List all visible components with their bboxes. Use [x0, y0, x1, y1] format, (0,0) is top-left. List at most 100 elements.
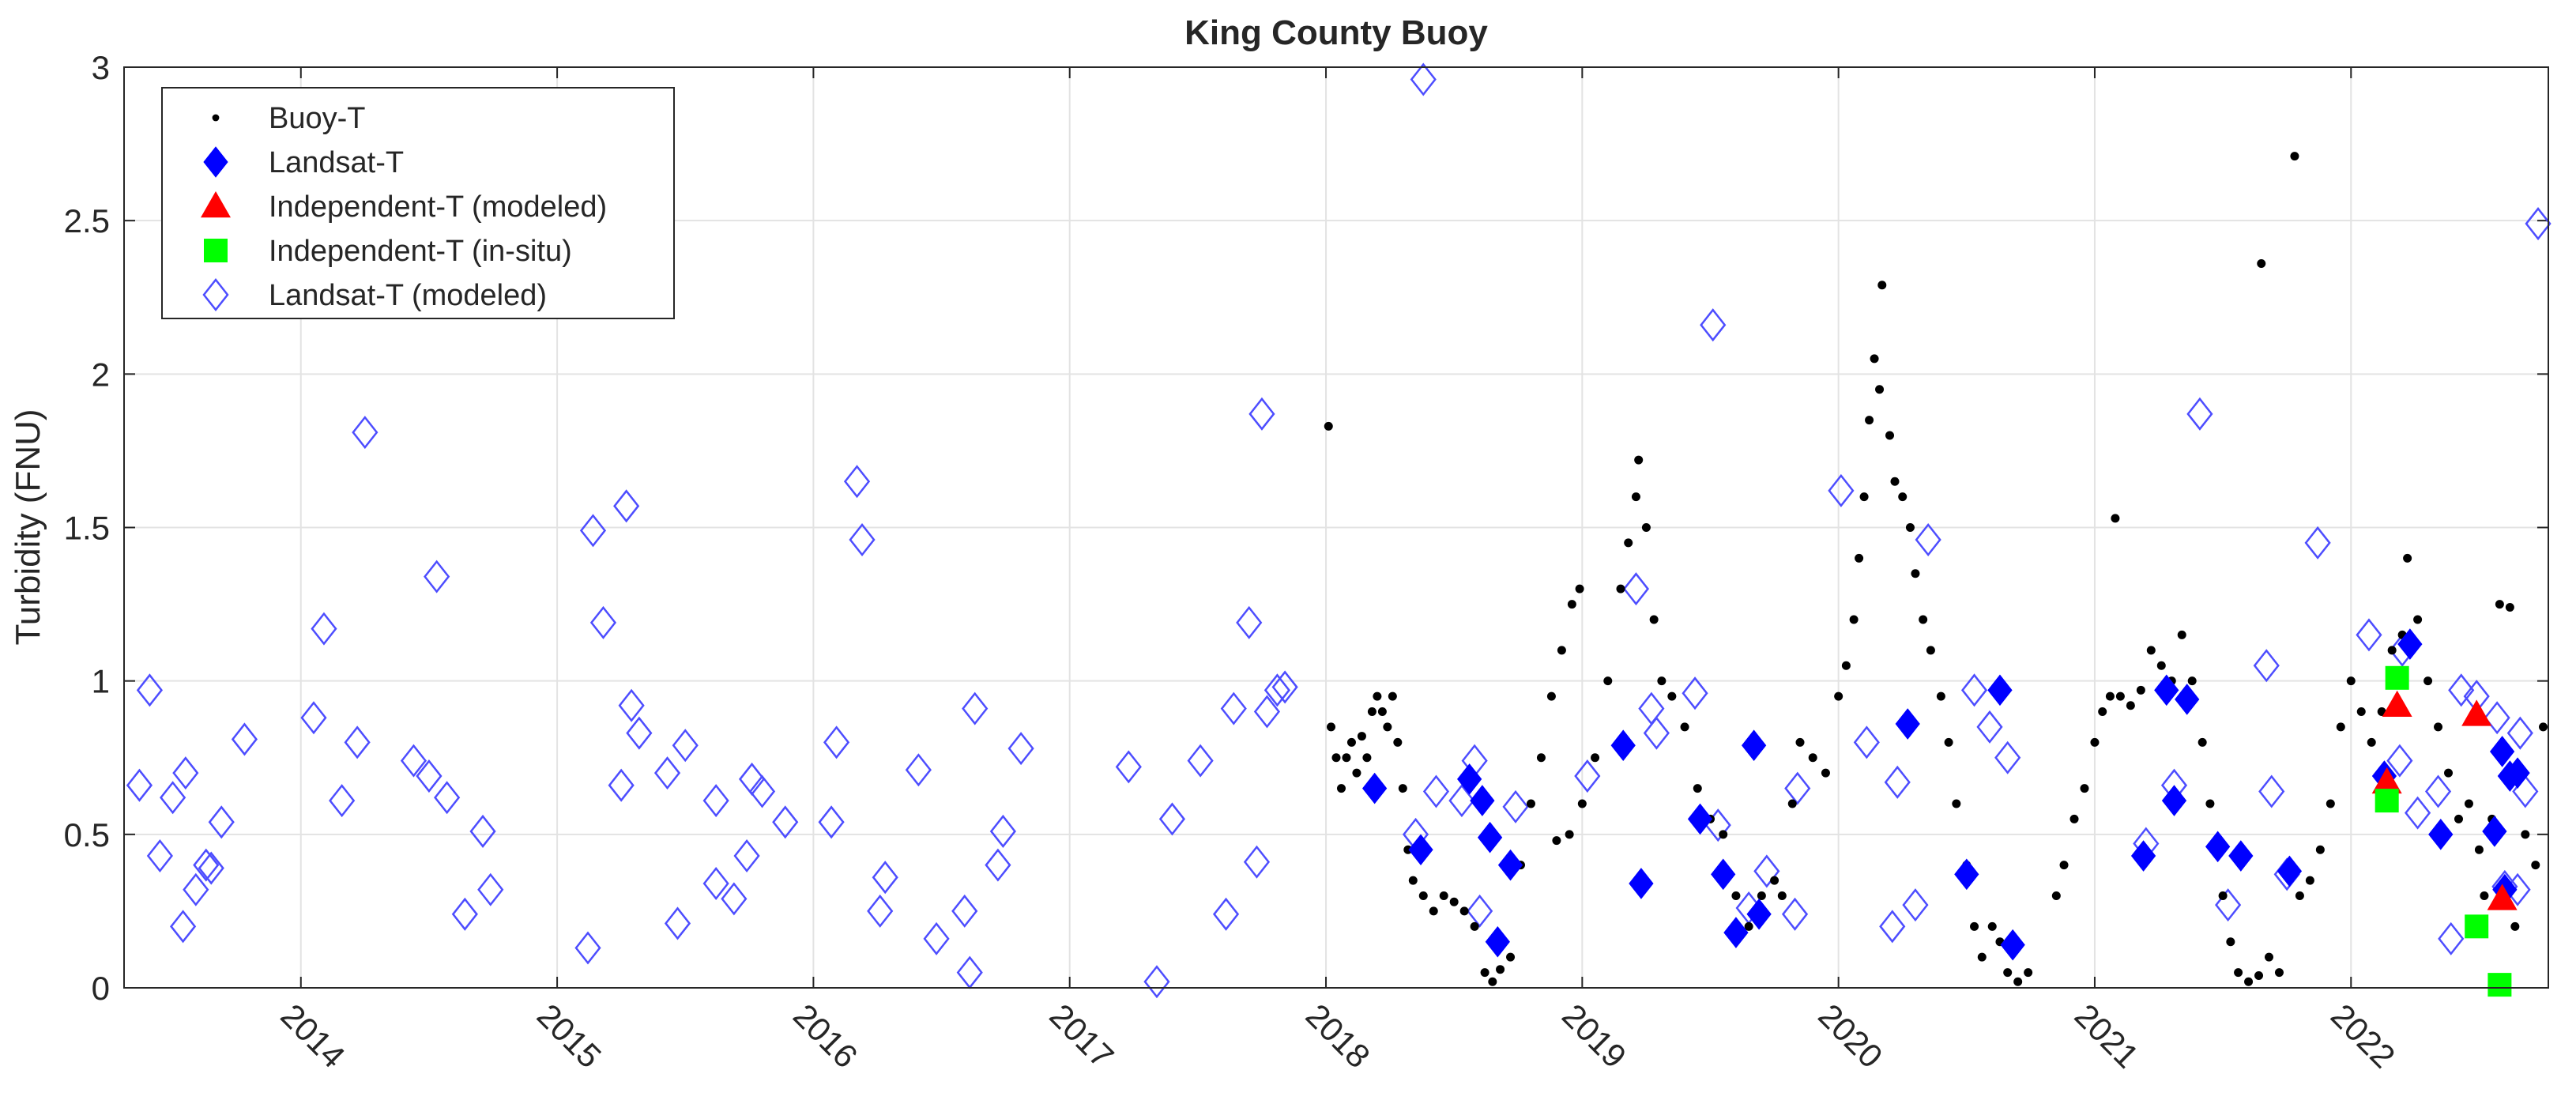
modeled-landsat-point: [664, 906, 691, 940]
landsat-point: [1746, 898, 1772, 930]
landsat-point: [1497, 849, 1523, 881]
buoy-point: [1398, 784, 1407, 793]
chart-title: King County Buoy: [1184, 13, 1488, 52]
buoy-point: [1944, 737, 1953, 747]
buoy-point: [1418, 891, 1428, 900]
independent-modeled-point: [2371, 767, 2402, 794]
buoy-point: [1429, 906, 1438, 916]
modeled-landsat-point: [702, 866, 729, 900]
buoy-point: [1926, 646, 1935, 655]
modeled-landsat-point: [1243, 845, 1271, 879]
buoy-point: [1821, 768, 1830, 778]
modeled-landsat-point: [2386, 744, 2413, 778]
buoy-point: [2336, 722, 2345, 732]
modeled-landsat-point: [702, 784, 729, 818]
buoy-point: [2403, 553, 2412, 563]
buoy-point: [1885, 431, 1895, 440]
buoy-point: [1808, 753, 1817, 763]
buoy-point: [1327, 722, 1336, 732]
buoy-point: [2051, 891, 2061, 900]
buoy-point: [2080, 784, 2089, 793]
landsat-point: [1895, 708, 1920, 740]
buoy-point: [1680, 722, 1689, 732]
landsat-point: [2175, 684, 2200, 715]
modeled-landsat-point: [1784, 771, 1811, 805]
modeled-landsat-point: [2424, 774, 2452, 808]
buoy-point: [2367, 737, 2376, 747]
buoy-point: [1357, 732, 1366, 741]
landsat-point: [2428, 819, 2454, 850]
buoy-point: [1557, 646, 1566, 655]
modeled-landsat-point: [867, 894, 894, 928]
landsat-point: [2482, 816, 2507, 847]
buoy-point: [1855, 553, 1864, 563]
buoy-point: [2254, 970, 2264, 980]
landsat-point: [1457, 763, 1482, 795]
buoy-point: [1744, 921, 1753, 931]
independent-insitu-point: [2487, 973, 2512, 997]
landsat-point: [2154, 674, 2179, 706]
buoy-point: [1408, 876, 1418, 885]
modeled-landsat-point: [2484, 701, 2510, 735]
buoy-point: [1449, 897, 1459, 906]
landsat-point: [2000, 929, 2025, 961]
landsat-point: [2505, 757, 2530, 789]
modeled-landsat-point: [183, 872, 209, 906]
buoy-point: [1536, 753, 1546, 763]
y-tick-label: 3: [92, 49, 110, 86]
landsat-point: [1741, 729, 1767, 762]
modeled-landsat-point: [1253, 695, 1281, 729]
buoy-point: [1336, 784, 1346, 793]
y-tick-label: 1: [92, 663, 110, 700]
buoy-point: [1393, 737, 1403, 747]
landsat-point: [1470, 785, 1495, 816]
buoy-point: [2090, 737, 2100, 747]
modeled-landsat-point: [733, 838, 760, 873]
modeled-landsat-point: [1422, 774, 1450, 808]
legend-label: Landsat-T: [269, 146, 404, 179]
buoy-point: [1367, 707, 1377, 716]
buoy-point: [1987, 921, 1997, 931]
buoy-point: [2305, 876, 2314, 885]
buoy-point: [1657, 676, 1666, 686]
modeled-landsat-point: [1622, 572, 1650, 606]
buoy-point: [1905, 523, 1915, 532]
modeled-landsat-point: [989, 814, 1016, 848]
modeled-landsat-point: [477, 872, 504, 906]
modeled-landsat-point: [1643, 716, 1670, 750]
buoy-point: [2013, 977, 2023, 986]
modeled-landsat-point: [872, 861, 898, 895]
modeled-landsat-point: [672, 729, 699, 763]
modeled-landsat-point: [843, 465, 871, 499]
buoy-point: [2505, 602, 2514, 612]
modeled-landsat-point: [626, 716, 653, 750]
y-tick-label: 2: [92, 356, 110, 393]
modeled-landsat-point: [618, 688, 645, 722]
modeled-landsat-point: [1502, 789, 1529, 823]
modeled-landsat-point: [2304, 526, 2331, 560]
buoy-point: [2464, 799, 2473, 808]
modeled-landsat-point: [1574, 759, 1601, 793]
modeled-landsat-point: [2258, 774, 2285, 808]
modeled-landsat-point: [434, 781, 461, 815]
buoy-point: [1362, 753, 1372, 763]
buoy-point: [1911, 569, 1920, 578]
landsat-point: [2397, 628, 2423, 660]
buoy-point: [2315, 845, 2325, 854]
modeled-landsat-point: [923, 921, 950, 955]
buoy-point: [1603, 676, 1613, 686]
buoy-point: [2434, 722, 2443, 732]
modeled-landsat-point: [2438, 921, 2465, 955]
modeled-landsat-point: [1007, 732, 1034, 766]
buoy-point: [2126, 701, 2135, 710]
buoy-point: [1634, 455, 1644, 465]
landsat-point: [1629, 868, 1654, 899]
buoy-point: [1439, 891, 1448, 900]
buoy-point: [1342, 753, 1351, 763]
landsat-point: [1485, 925, 1510, 958]
buoy-point: [1649, 615, 1659, 624]
modeled-landsat-point: [1158, 802, 1186, 836]
modeled-landsat-point: [424, 560, 450, 593]
buoy-point: [2098, 707, 2107, 716]
buoy-point: [2444, 768, 2454, 778]
